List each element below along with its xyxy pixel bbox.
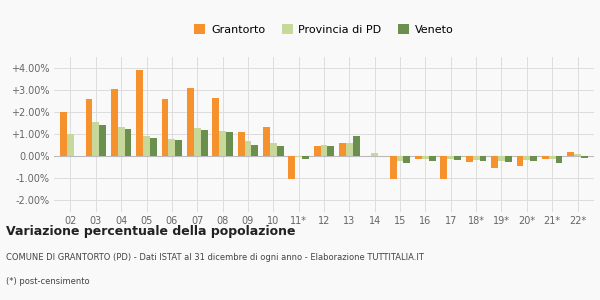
Bar — [505, 156, 512, 162]
Bar — [581, 156, 588, 158]
Bar — [136, 70, 143, 156]
Bar — [187, 88, 194, 156]
Bar — [219, 131, 226, 156]
Bar — [530, 156, 537, 161]
Bar — [353, 136, 359, 156]
Bar — [99, 125, 106, 156]
Bar — [390, 156, 397, 179]
Bar — [251, 145, 258, 156]
Bar — [422, 156, 429, 159]
Bar — [86, 99, 92, 156]
Bar — [574, 154, 581, 156]
Bar — [415, 156, 422, 158]
Bar — [302, 156, 309, 158]
Bar — [429, 156, 436, 161]
Bar — [346, 143, 353, 156]
Bar — [371, 154, 378, 156]
Bar — [466, 156, 473, 162]
Bar — [523, 156, 530, 160]
Bar — [448, 156, 454, 158]
Bar — [111, 89, 118, 156]
Bar — [143, 136, 150, 156]
Bar — [542, 156, 549, 158]
Bar — [60, 112, 67, 156]
Bar — [263, 127, 270, 156]
Bar — [473, 156, 479, 160]
Bar — [567, 152, 574, 156]
Bar — [150, 138, 157, 156]
Bar — [289, 156, 295, 179]
Bar — [212, 98, 219, 156]
Bar — [226, 133, 233, 156]
Text: (*) post-censimento: (*) post-censimento — [6, 277, 89, 286]
Bar — [328, 146, 334, 156]
Bar — [403, 156, 410, 163]
Bar — [549, 156, 556, 159]
Bar — [245, 141, 251, 156]
Text: COMUNE DI GRANTORTO (PD) - Dati ISTAT al 31 dicembre di ogni anno - Elaborazione: COMUNE DI GRANTORTO (PD) - Dati ISTAT al… — [6, 253, 424, 262]
Bar — [67, 134, 74, 156]
Bar — [277, 146, 284, 156]
Bar — [92, 122, 99, 156]
Bar — [175, 140, 182, 156]
Bar — [517, 156, 523, 166]
Bar — [440, 156, 448, 179]
Bar — [314, 146, 320, 156]
Bar — [295, 156, 302, 158]
Bar — [397, 156, 403, 161]
Bar — [498, 156, 505, 161]
Bar — [161, 99, 169, 156]
Bar — [479, 156, 487, 161]
Bar — [491, 156, 498, 169]
Bar — [238, 132, 245, 156]
Bar — [200, 130, 208, 156]
Bar — [194, 128, 200, 156]
Bar — [454, 156, 461, 160]
Bar — [125, 129, 131, 156]
Bar — [339, 143, 346, 156]
Legend: Grantorto, Provincia di PD, Veneto: Grantorto, Provincia di PD, Veneto — [190, 19, 458, 39]
Text: Variazione percentuale della popolazione: Variazione percentuale della popolazione — [6, 226, 296, 238]
Bar — [320, 145, 328, 156]
Bar — [270, 143, 277, 156]
Bar — [556, 156, 562, 164]
Bar — [169, 139, 175, 156]
Bar — [118, 127, 125, 156]
